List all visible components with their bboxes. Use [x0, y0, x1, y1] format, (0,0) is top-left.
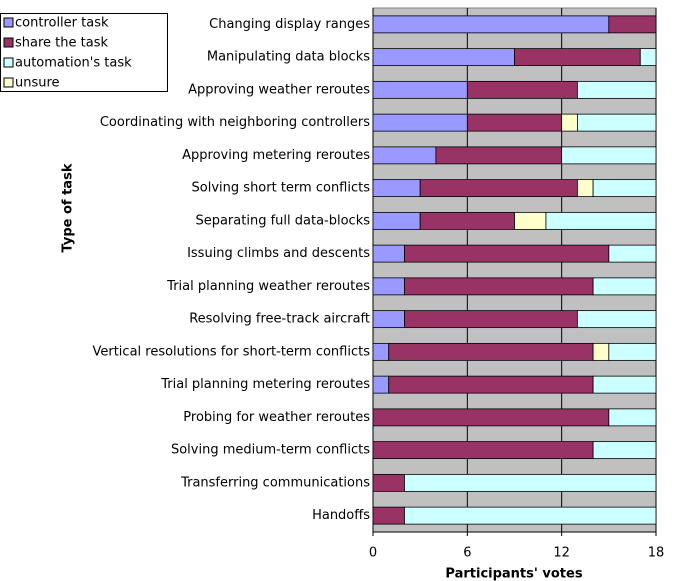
legend-label: unsure — [15, 76, 60, 91]
y-tick-label: Probing for weather reroutes — [183, 410, 370, 425]
legend-label: controller task — [15, 16, 109, 31]
bar-segment — [372, 48, 515, 67]
bar-segment — [592, 375, 657, 394]
legend-swatch — [3, 37, 14, 48]
y-tick-label: Trial planning metering reroutes — [160, 377, 370, 392]
x-axis-title: Participants' votes — [445, 567, 582, 581]
bar-segment — [608, 15, 657, 34]
bar-segment — [592, 179, 657, 198]
bar-segment — [404, 277, 594, 296]
bar-segment — [372, 211, 421, 230]
legend-swatch — [3, 17, 14, 28]
bar-segment — [372, 15, 610, 34]
bar-segment — [561, 146, 657, 165]
legend-label: share the task — [15, 36, 108, 51]
bar-segment — [592, 441, 657, 460]
bar-segment — [372, 244, 405, 263]
legend-swatch — [3, 57, 14, 68]
y-tick-label: Solving short term conflicts — [192, 181, 371, 196]
bar-segment — [372, 375, 390, 394]
bar-segment — [372, 179, 421, 198]
bar-segment — [419, 179, 578, 198]
bar-segment — [608, 408, 657, 427]
legend-label: automation's task — [15, 56, 132, 71]
bar-segment — [372, 342, 390, 361]
bar-segment — [576, 113, 657, 132]
bar-segment — [592, 277, 657, 296]
bar-segment — [372, 80, 468, 99]
y-tick-label: Issuing climbs and descents — [187, 246, 370, 261]
bar-segment — [372, 310, 405, 329]
y-tick-label: Vertical resolutions for short-term conf… — [92, 344, 370, 359]
bar-segment — [372, 473, 405, 492]
bar-segment — [608, 342, 657, 361]
bar-segment — [372, 277, 405, 296]
bar-segment — [372, 408, 610, 427]
bar-segment — [545, 211, 657, 230]
y-tick-label: Manipulating data blocks — [207, 50, 370, 65]
bar-segment — [466, 80, 578, 99]
bar-segment — [372, 146, 437, 165]
bar-segment — [419, 211, 515, 230]
bar-segment — [435, 146, 563, 165]
bar-segment — [372, 506, 405, 525]
bar-segment — [576, 80, 657, 99]
bar-segment — [388, 375, 594, 394]
bar-segment — [404, 473, 657, 492]
y-tick-label: Coordinating with neighboring controller… — [100, 115, 370, 130]
bar-segment — [404, 244, 610, 263]
x-tick-label: 6 — [463, 546, 471, 561]
bar-segment — [514, 211, 547, 230]
y-tick-label: Solving medium-term conflicts — [171, 443, 370, 458]
legend-box — [0, 13, 168, 92]
bar-segment — [576, 179, 594, 198]
y-axis-title: Type of task — [61, 163, 76, 252]
y-tick-label: Trial planning weather reroutes — [166, 279, 370, 294]
y-tick-label: Separating full data-blocks — [195, 213, 370, 228]
legend-swatch — [3, 77, 14, 88]
bar-segment — [404, 506, 657, 525]
bar-segment — [466, 113, 563, 132]
y-tick-label: Transferring communications — [180, 475, 370, 490]
y-tick-label: Approving weather reroutes — [188, 82, 370, 97]
x-tick-label: 12 — [553, 546, 570, 561]
bar-segment — [372, 113, 468, 132]
bar-segment — [576, 310, 657, 329]
bar-segment — [404, 310, 578, 329]
x-tick-label: 18 — [648, 546, 665, 561]
y-tick-label: Resolving free-track aircraft — [189, 312, 370, 327]
y-tick-label: Handoffs — [312, 508, 370, 523]
bar-segment — [514, 48, 641, 67]
bar-segment — [561, 113, 578, 132]
bar-segment — [592, 342, 610, 361]
y-tick-label: Changing display ranges — [209, 17, 370, 32]
y-tick-label: Approving metering reroutes — [182, 148, 370, 163]
bar-segment — [388, 342, 594, 361]
bar-segment — [639, 48, 657, 67]
x-tick-label: 0 — [369, 546, 377, 561]
bar-segment — [372, 441, 594, 460]
bar-segment — [608, 244, 657, 263]
